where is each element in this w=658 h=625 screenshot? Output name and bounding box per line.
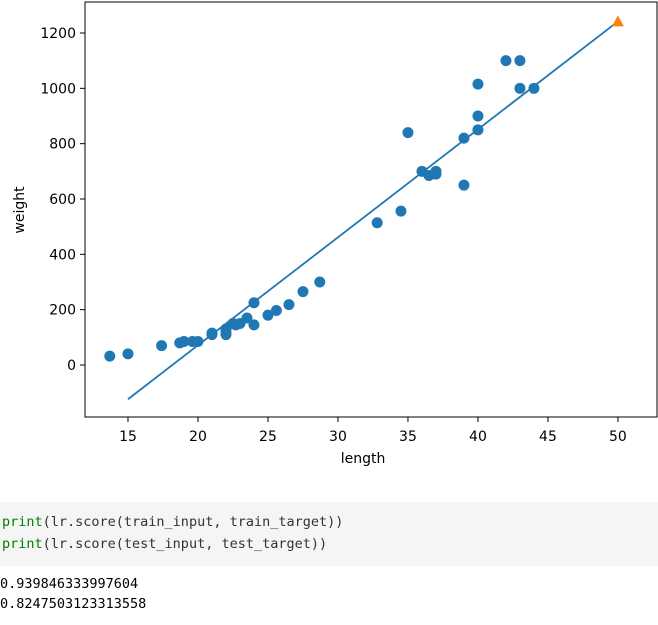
code-args: (lr.score(train_input, train_target)) xyxy=(42,514,344,530)
chart: length weight 15 20 25 30 35 40 45 50 0 200 400 600… xyxy=(12,1,658,467)
x-tick-label: 35 xyxy=(399,429,417,445)
point xyxy=(248,319,260,331)
point xyxy=(500,55,512,67)
point xyxy=(241,312,253,324)
point xyxy=(395,205,407,217)
x-tick-label: 40 xyxy=(469,429,487,445)
point xyxy=(270,304,282,316)
point xyxy=(430,165,442,177)
x-axis-label: length xyxy=(341,451,386,467)
y-tick-label: 1000 xyxy=(40,81,76,97)
x-tick-label: 50 xyxy=(609,429,627,445)
y-tick-label: 400 xyxy=(49,247,76,263)
y-tick-label: 800 xyxy=(49,137,76,153)
x-tick-label: 45 xyxy=(539,429,557,445)
code-func: print xyxy=(2,514,43,530)
plot-frame xyxy=(84,1,658,418)
x-tick-label: 15 xyxy=(119,429,137,445)
point xyxy=(283,299,295,311)
y-tick-label: 600 xyxy=(49,192,76,208)
point xyxy=(514,82,526,94)
point xyxy=(472,110,484,122)
point xyxy=(104,350,116,362)
y-axis-label: weight xyxy=(12,186,28,234)
y-tick-label: 1200 xyxy=(40,26,76,42)
point xyxy=(514,55,526,67)
point xyxy=(314,276,326,288)
point xyxy=(371,217,383,229)
fit-line xyxy=(127,20,619,400)
code-args: (lr.score(test_input, test_target)) xyxy=(42,536,328,552)
point xyxy=(528,82,540,94)
x-tick-label: 25 xyxy=(259,429,277,445)
code-line: print(lr.score(test_input, test_target)) xyxy=(2,536,327,552)
point xyxy=(178,335,190,347)
x-tick-label: 20 xyxy=(189,429,207,445)
output-line: 0.939846333997604 xyxy=(0,576,139,592)
point xyxy=(156,340,168,352)
y-tick-label: 200 xyxy=(49,303,76,319)
point xyxy=(220,326,232,338)
prediction-marker xyxy=(611,15,624,27)
point xyxy=(122,348,134,360)
output-line: 0.8247503123313558 xyxy=(0,596,147,612)
code-cell[interactable]: print(lr.score(train_input, train_target… xyxy=(0,502,658,566)
point xyxy=(402,127,414,139)
point xyxy=(262,309,274,321)
y-tick-label: 0 xyxy=(67,358,76,374)
point xyxy=(458,132,470,144)
point xyxy=(297,286,309,298)
x-tick-label: 30 xyxy=(329,429,347,445)
point xyxy=(472,78,484,90)
point xyxy=(458,179,470,191)
code-func: print xyxy=(2,536,43,552)
code-line: print(lr.score(train_input, train_target… xyxy=(2,514,343,530)
